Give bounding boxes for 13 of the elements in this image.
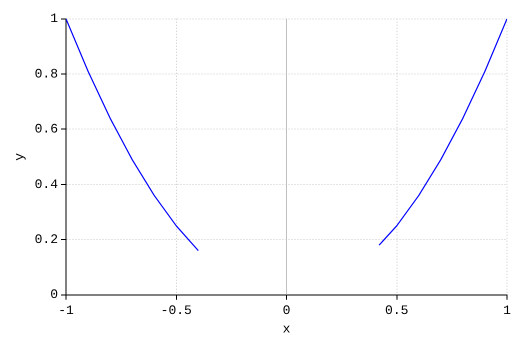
- x-tick-label: 0: [282, 303, 290, 318]
- x-tick-label: -0.5: [160, 303, 192, 318]
- y-tick-label: 0.8: [34, 66, 58, 82]
- y-tick-label: 0.4: [34, 176, 58, 192]
- x-tick-label: 1: [503, 303, 512, 318]
- y-tick-label: 0.2: [34, 232, 58, 248]
- y-tick-label: 0.6: [34, 122, 58, 137]
- x-tick-label: -1: [58, 303, 74, 318]
- y-tick-label: 0: [50, 287, 58, 302]
- y-axis-title: y: [12, 152, 28, 161]
- x-axis-title: x: [282, 322, 291, 337]
- y-tick-label: 1: [50, 11, 58, 26]
- x-tick-label: 0.5: [385, 303, 408, 318]
